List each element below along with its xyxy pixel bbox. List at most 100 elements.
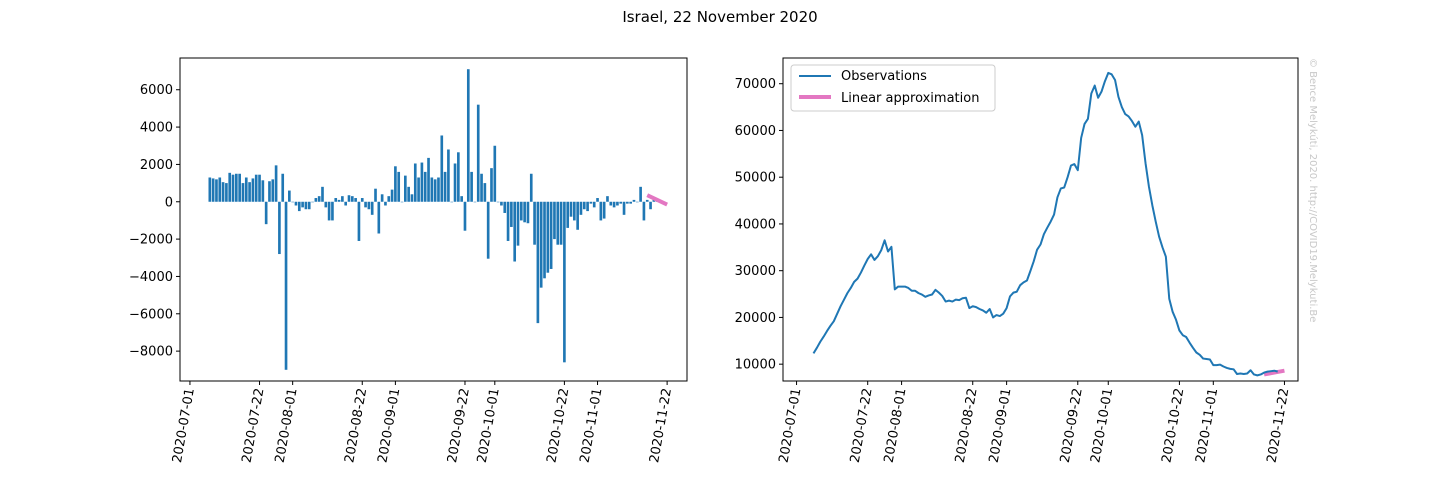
bar bbox=[553, 201, 556, 240]
bar bbox=[503, 201, 507, 213]
bar bbox=[331, 201, 334, 221]
bar bbox=[370, 201, 374, 215]
bar bbox=[463, 201, 467, 231]
bar bbox=[423, 171, 427, 202]
bar-chart-y-axis: −8000 −6000 −4000 −2000 0 2000 4000 6000 bbox=[129, 83, 180, 360]
bar bbox=[586, 201, 589, 212]
bar-chart-xtick-label: 2020-11-22 bbox=[647, 387, 675, 464]
bar bbox=[513, 201, 517, 262]
bar bbox=[384, 201, 387, 206]
bar bbox=[592, 201, 596, 208]
bar bbox=[596, 198, 599, 202]
bar bbox=[397, 171, 401, 202]
bar bbox=[573, 201, 576, 221]
line-chart-ytick-label: 40000 bbox=[735, 217, 776, 232]
bar bbox=[443, 171, 447, 202]
bar bbox=[440, 135, 444, 202]
bar bbox=[324, 201, 328, 208]
bar bbox=[450, 201, 454, 203]
bar bbox=[602, 201, 606, 219]
bar bbox=[350, 196, 354, 202]
bar-chart-xtick-label: 2020-08-01 bbox=[273, 387, 301, 464]
bar bbox=[380, 194, 384, 202]
bar bbox=[264, 201, 268, 225]
bar-chart-frame bbox=[179, 57, 688, 382]
bar bbox=[235, 173, 238, 202]
line-chart-ytick-label: 10000 bbox=[735, 358, 776, 373]
bar bbox=[394, 166, 397, 202]
bar bbox=[238, 173, 241, 202]
bar-chart-ytick-label: −4000 bbox=[129, 270, 173, 285]
figure-title: Israel, 22 November 2020 bbox=[622, 8, 817, 26]
line-chart-xtick-label: 2020-08-01 bbox=[882, 387, 910, 464]
legend: Observations Linear approximation bbox=[790, 64, 996, 112]
bar bbox=[493, 145, 497, 202]
bar bbox=[251, 178, 255, 202]
bar bbox=[281, 173, 285, 202]
legend-observations-label: Observations bbox=[841, 69, 927, 84]
bar bbox=[294, 201, 298, 206]
line-chart-xtick-label: 2020-10-01 bbox=[1088, 387, 1116, 464]
bar bbox=[556, 201, 560, 245]
bar bbox=[642, 201, 646, 221]
bar-chart-ytick-label: −2000 bbox=[129, 233, 173, 248]
bar bbox=[241, 183, 245, 202]
bar bbox=[453, 163, 457, 202]
bar-chart-xtick-label: 2020-11-01 bbox=[578, 387, 606, 464]
bar bbox=[268, 181, 271, 202]
bar bbox=[483, 183, 487, 202]
bar bbox=[457, 152, 460, 202]
linear-approximation-left bbox=[646, 193, 668, 207]
bar bbox=[231, 174, 235, 202]
line-chart: 10000 20000 30000 40000 50000 60000 70000 2020… bbox=[735, 57, 1299, 464]
bar bbox=[470, 171, 473, 202]
bar bbox=[645, 199, 649, 202]
bar bbox=[307, 201, 311, 210]
bar bbox=[228, 172, 232, 202]
bar bbox=[258, 174, 261, 202]
bar bbox=[291, 201, 294, 203]
bar bbox=[579, 201, 583, 215]
bar bbox=[589, 201, 593, 204]
bar bbox=[254, 174, 258, 202]
line-chart-x-axis: 2020-07-01 2020-07-22 2020-08-01 2020-08-22… bbox=[777, 381, 1292, 464]
line-chart-xtick-label: 2020-11-01 bbox=[1193, 387, 1221, 464]
bar bbox=[609, 201, 613, 206]
bar bbox=[473, 201, 477, 203]
bar bbox=[377, 201, 381, 234]
bar-chart-ytick-label: −6000 bbox=[129, 307, 173, 322]
bar-chart-ytick-label: −8000 bbox=[129, 345, 173, 360]
bar bbox=[563, 201, 566, 363]
bar bbox=[344, 201, 348, 206]
bar bbox=[490, 168, 493, 202]
bar bbox=[271, 179, 275, 202]
legend-box bbox=[790, 64, 996, 112]
bar-chart-xtick-label: 2020-10-01 bbox=[475, 387, 503, 464]
bar bbox=[297, 201, 301, 212]
bar bbox=[619, 201, 623, 204]
bar-chart-ytick-label: 6000 bbox=[140, 83, 173, 98]
bar bbox=[536, 201, 540, 324]
bar bbox=[506, 201, 510, 241]
bar bbox=[559, 201, 563, 245]
bar-chart-x-axis: 2020-07-01 2020-07-22 2020-08-01 2020-08-22… bbox=[170, 381, 675, 464]
bar bbox=[460, 196, 463, 202]
bar bbox=[284, 201, 288, 370]
bar bbox=[529, 173, 533, 202]
bar bbox=[480, 173, 483, 202]
bar bbox=[211, 178, 215, 202]
bar bbox=[347, 195, 351, 202]
bar bbox=[413, 163, 417, 202]
bar bbox=[466, 69, 470, 202]
line-chart-frame bbox=[782, 57, 1299, 382]
bar bbox=[500, 201, 503, 206]
line-chart-xtick-label: 2020-11-22 bbox=[1264, 387, 1292, 464]
bar bbox=[327, 201, 331, 221]
bar-chart-ytick-label: 4000 bbox=[140, 121, 173, 136]
bar bbox=[354, 198, 357, 202]
credit-text: © Bence Melykúti, 2020. http://COVID19.M… bbox=[1307, 58, 1319, 322]
bar bbox=[433, 179, 437, 202]
bar bbox=[218, 177, 222, 202]
bar bbox=[261, 180, 265, 202]
bar bbox=[616, 201, 619, 206]
